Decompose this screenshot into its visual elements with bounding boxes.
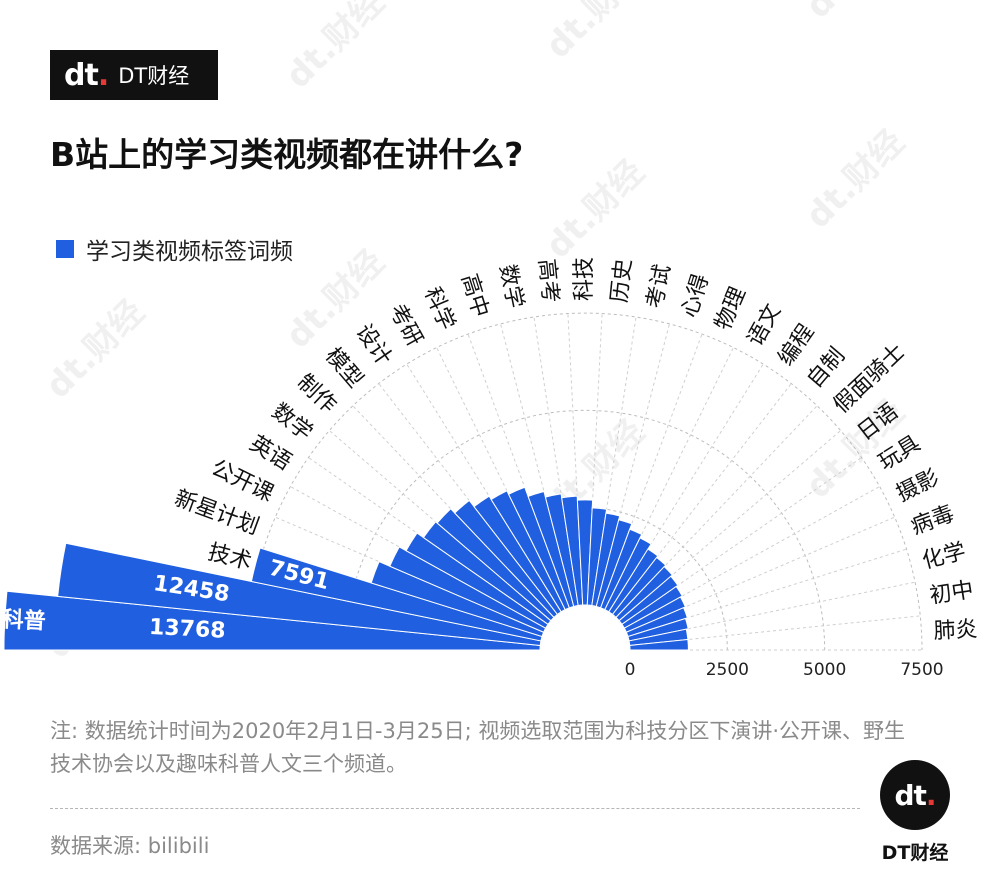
bar-category-label: 物理 xyxy=(711,284,751,334)
watermark: dt.财经 xyxy=(798,122,912,236)
footnote: 注: 数据统计时间为2020年2月1日-3月25日; 视频选取范围为科技分区下演… xyxy=(50,719,905,776)
bar-category-label: 摄影 xyxy=(893,465,944,507)
bar-category-label: 技术 xyxy=(205,540,254,575)
bar-6 xyxy=(422,521,552,625)
bar-14 xyxy=(561,495,584,607)
bar-15 xyxy=(576,499,594,606)
bar-23 xyxy=(615,565,674,622)
bar-8 xyxy=(454,499,559,619)
bar-17 xyxy=(591,512,621,608)
watermark: dt.财经 xyxy=(538,0,652,66)
legend-label: 学习类视频标签词频 xyxy=(86,239,293,265)
bar-19 xyxy=(599,528,643,611)
bar-category-label: 历史 xyxy=(607,258,636,304)
bar-category-label: 编程 xyxy=(774,320,820,370)
bar-category-label: 心得 xyxy=(677,271,714,320)
bar-category-label: 语文 xyxy=(743,300,786,351)
bar-26 xyxy=(623,596,687,633)
bar-category-label: 科普 xyxy=(1,606,46,634)
bar-18 xyxy=(595,519,633,609)
data-source: 数据来源: bilibili xyxy=(50,834,210,858)
brand-name: DT财经 xyxy=(118,64,190,88)
watermark: dt.财经 xyxy=(38,292,152,406)
bar-category-label: 化学 xyxy=(920,539,969,574)
bar-category-label: 设计 xyxy=(351,320,397,370)
footer-logo-mark: dt. xyxy=(894,778,936,812)
bar-28 xyxy=(627,617,689,642)
bar-27 xyxy=(625,607,688,638)
bar-category-label: 高中 xyxy=(456,271,493,320)
bar-3 xyxy=(370,560,545,638)
axis-tick-label: 0 xyxy=(625,660,636,680)
bar-category-label: 肺炎 xyxy=(933,617,978,644)
legend-swatch xyxy=(56,240,74,258)
chart-legend: 学习类视频标签词频 xyxy=(56,232,293,266)
bar-category-label: 数学 xyxy=(494,262,527,310)
bar-category-label: 考研 xyxy=(384,300,427,351)
axis-tick-label: 5000 xyxy=(803,660,846,680)
bar-9 xyxy=(473,495,562,616)
bar-24 xyxy=(618,575,679,625)
bar-7 xyxy=(436,508,555,622)
bar-5 xyxy=(405,532,549,629)
bar-10 xyxy=(490,490,566,613)
footer-logo: dt. xyxy=(880,760,950,830)
bar-category-label: 高考 xyxy=(533,258,562,304)
grid-arc xyxy=(247,312,923,651)
brand-logo: dt. DT财经 xyxy=(50,50,218,100)
footer-brand-name: DT财经 xyxy=(881,842,949,864)
bar-13 xyxy=(544,493,579,608)
watermark: dt.财经 xyxy=(278,0,392,96)
axis-tick-label: 2500 xyxy=(706,660,749,680)
bar-21 xyxy=(608,548,659,616)
watermark: dt.财经 xyxy=(538,152,652,266)
bar-category-label: 病毒 xyxy=(908,501,958,540)
bar-category-label: 制作 xyxy=(292,370,341,418)
bar-value-label: 13768 xyxy=(148,615,226,644)
bar-category-label: 考试 xyxy=(643,262,676,310)
watermark: dt.财经 xyxy=(798,0,912,26)
bar-category-label: 科学 xyxy=(419,284,459,334)
brand-mark: dt. xyxy=(64,57,109,93)
bar-1 xyxy=(57,542,542,646)
page-title: B站上的学习类视频都在讲什么? xyxy=(50,135,524,174)
bar-22 xyxy=(611,556,667,619)
bar-11 xyxy=(507,486,571,611)
bar-4 xyxy=(389,546,547,633)
bar-30 xyxy=(629,638,689,651)
bar-2 xyxy=(250,547,543,642)
bar-category-label: 人文 xyxy=(6,548,54,581)
bar-12 xyxy=(527,490,575,609)
axis-tick-label: 7500 xyxy=(900,660,943,680)
bar-category-label: 初中 xyxy=(928,578,975,609)
bar-16 xyxy=(586,507,608,607)
bar-category-label: 科技 xyxy=(572,257,597,301)
bar-0 xyxy=(3,590,541,651)
bar-category-label: 英语 xyxy=(245,431,296,475)
divider xyxy=(50,808,860,809)
bar-20 xyxy=(604,537,652,613)
bar-category-label: 数学 xyxy=(267,399,317,446)
bar-25 xyxy=(621,585,683,629)
grid-arc xyxy=(344,409,826,651)
